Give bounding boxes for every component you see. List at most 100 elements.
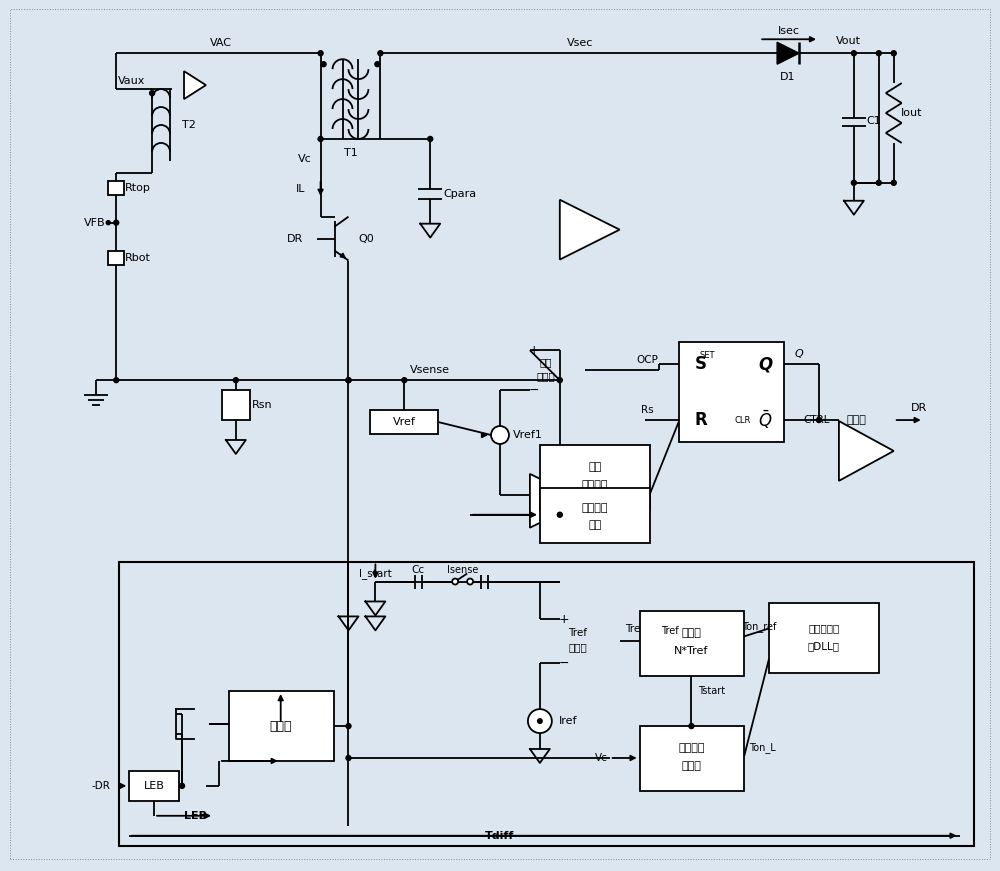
Text: D1: D1 — [780, 72, 796, 82]
Text: +: + — [529, 344, 539, 357]
Circle shape — [346, 378, 351, 382]
Polygon shape — [184, 71, 206, 99]
Text: Q: Q — [758, 355, 772, 374]
Text: LEB: LEB — [144, 781, 165, 791]
Text: −: − — [529, 383, 539, 396]
Text: Q0: Q0 — [359, 233, 374, 244]
Text: OCP: OCP — [637, 355, 658, 365]
Bar — [108, 181, 124, 195]
Bar — [222, 390, 250, 420]
Text: N*Tref: N*Tref — [674, 646, 709, 657]
Circle shape — [689, 724, 694, 728]
Text: VFB: VFB — [83, 218, 105, 227]
Bar — [119, 562, 974, 846]
Circle shape — [452, 578, 458, 584]
Bar — [640, 611, 744, 676]
Circle shape — [402, 378, 407, 382]
Text: 延迟锁定环: 延迟锁定环 — [808, 624, 840, 633]
Circle shape — [428, 137, 433, 141]
Text: VAC: VAC — [210, 38, 232, 48]
Circle shape — [528, 709, 552, 733]
Text: Tref: Tref — [568, 628, 587, 638]
Text: DR: DR — [911, 403, 927, 413]
Text: -DR: -DR — [92, 781, 111, 791]
Circle shape — [321, 62, 326, 67]
Circle shape — [557, 378, 562, 382]
Text: T1: T1 — [344, 148, 357, 158]
Circle shape — [375, 62, 380, 67]
Text: Vref: Vref — [393, 417, 416, 427]
Bar — [540, 445, 650, 510]
Text: S: S — [694, 355, 706, 374]
Circle shape — [876, 51, 881, 56]
Text: Isense: Isense — [447, 564, 479, 575]
Text: Rsn: Rsn — [251, 400, 272, 410]
Circle shape — [180, 783, 185, 788]
Text: 采样保持: 采样保持 — [581, 503, 608, 513]
Text: 过流: 过流 — [540, 357, 552, 368]
Circle shape — [891, 51, 896, 56]
Text: 比较器: 比较器 — [536, 371, 555, 381]
Text: Tref: Tref — [661, 626, 678, 637]
Text: T2: T2 — [182, 120, 196, 130]
Text: 模块: 模块 — [588, 520, 601, 530]
Text: Rs: Rs — [641, 405, 654, 415]
Text: Rbot: Rbot — [125, 253, 151, 262]
Circle shape — [346, 724, 351, 728]
Text: 驱动器: 驱动器 — [847, 415, 867, 425]
Circle shape — [114, 220, 119, 226]
Text: CLR: CLR — [734, 415, 751, 424]
Bar — [129, 771, 179, 800]
Text: Vc: Vc — [298, 154, 312, 164]
Circle shape — [816, 417, 821, 422]
Text: CTRL: CTRL — [804, 415, 830, 425]
Text: $\bar{Q}$: $\bar{Q}$ — [758, 408, 772, 431]
Polygon shape — [777, 43, 799, 64]
Circle shape — [467, 578, 473, 584]
Text: −: − — [559, 657, 569, 670]
Text: Vref1: Vref1 — [513, 430, 543, 440]
Circle shape — [150, 91, 155, 96]
Text: IL: IL — [296, 184, 305, 193]
Text: （DLL）: （DLL） — [808, 641, 840, 652]
Circle shape — [891, 180, 896, 186]
Polygon shape — [560, 199, 620, 260]
Circle shape — [876, 180, 881, 186]
Circle shape — [851, 51, 856, 56]
Text: +: + — [558, 613, 569, 626]
Bar — [540, 488, 650, 543]
Circle shape — [114, 378, 119, 382]
Text: Cpara: Cpara — [444, 189, 477, 199]
Text: Cc: Cc — [412, 564, 425, 575]
Bar — [640, 726, 744, 791]
Text: Vc: Vc — [595, 753, 608, 763]
Circle shape — [537, 718, 543, 724]
Text: Ton_ref: Ton_ref — [742, 621, 776, 631]
Text: Vsense: Vsense — [410, 365, 450, 375]
Circle shape — [346, 378, 351, 382]
Text: Tdiff: Tdiff — [485, 831, 515, 841]
Text: Q: Q — [795, 349, 803, 359]
Text: 最小脉冲: 最小脉冲 — [581, 480, 608, 490]
Bar — [108, 251, 124, 265]
Text: Vout: Vout — [836, 37, 861, 46]
Text: 时钟: 时钟 — [588, 462, 601, 472]
Circle shape — [346, 755, 351, 760]
Circle shape — [318, 51, 323, 56]
Text: SET: SET — [699, 351, 715, 360]
Text: Iref: Iref — [559, 716, 577, 726]
Text: Isec: Isec — [778, 26, 800, 37]
Text: Tstart: Tstart — [698, 686, 725, 696]
Circle shape — [318, 137, 323, 141]
Text: 探测器: 探测器 — [681, 761, 701, 771]
Circle shape — [106, 220, 110, 225]
Text: Iout: Iout — [901, 108, 922, 118]
Text: 电流峰值: 电流峰值 — [678, 743, 705, 753]
Text: Vsec: Vsec — [567, 38, 593, 48]
Bar — [229, 692, 334, 761]
Text: Tref: Tref — [625, 625, 644, 634]
Circle shape — [378, 51, 383, 56]
Circle shape — [851, 180, 856, 186]
Bar — [679, 342, 784, 442]
Text: Ton_L: Ton_L — [749, 743, 776, 753]
